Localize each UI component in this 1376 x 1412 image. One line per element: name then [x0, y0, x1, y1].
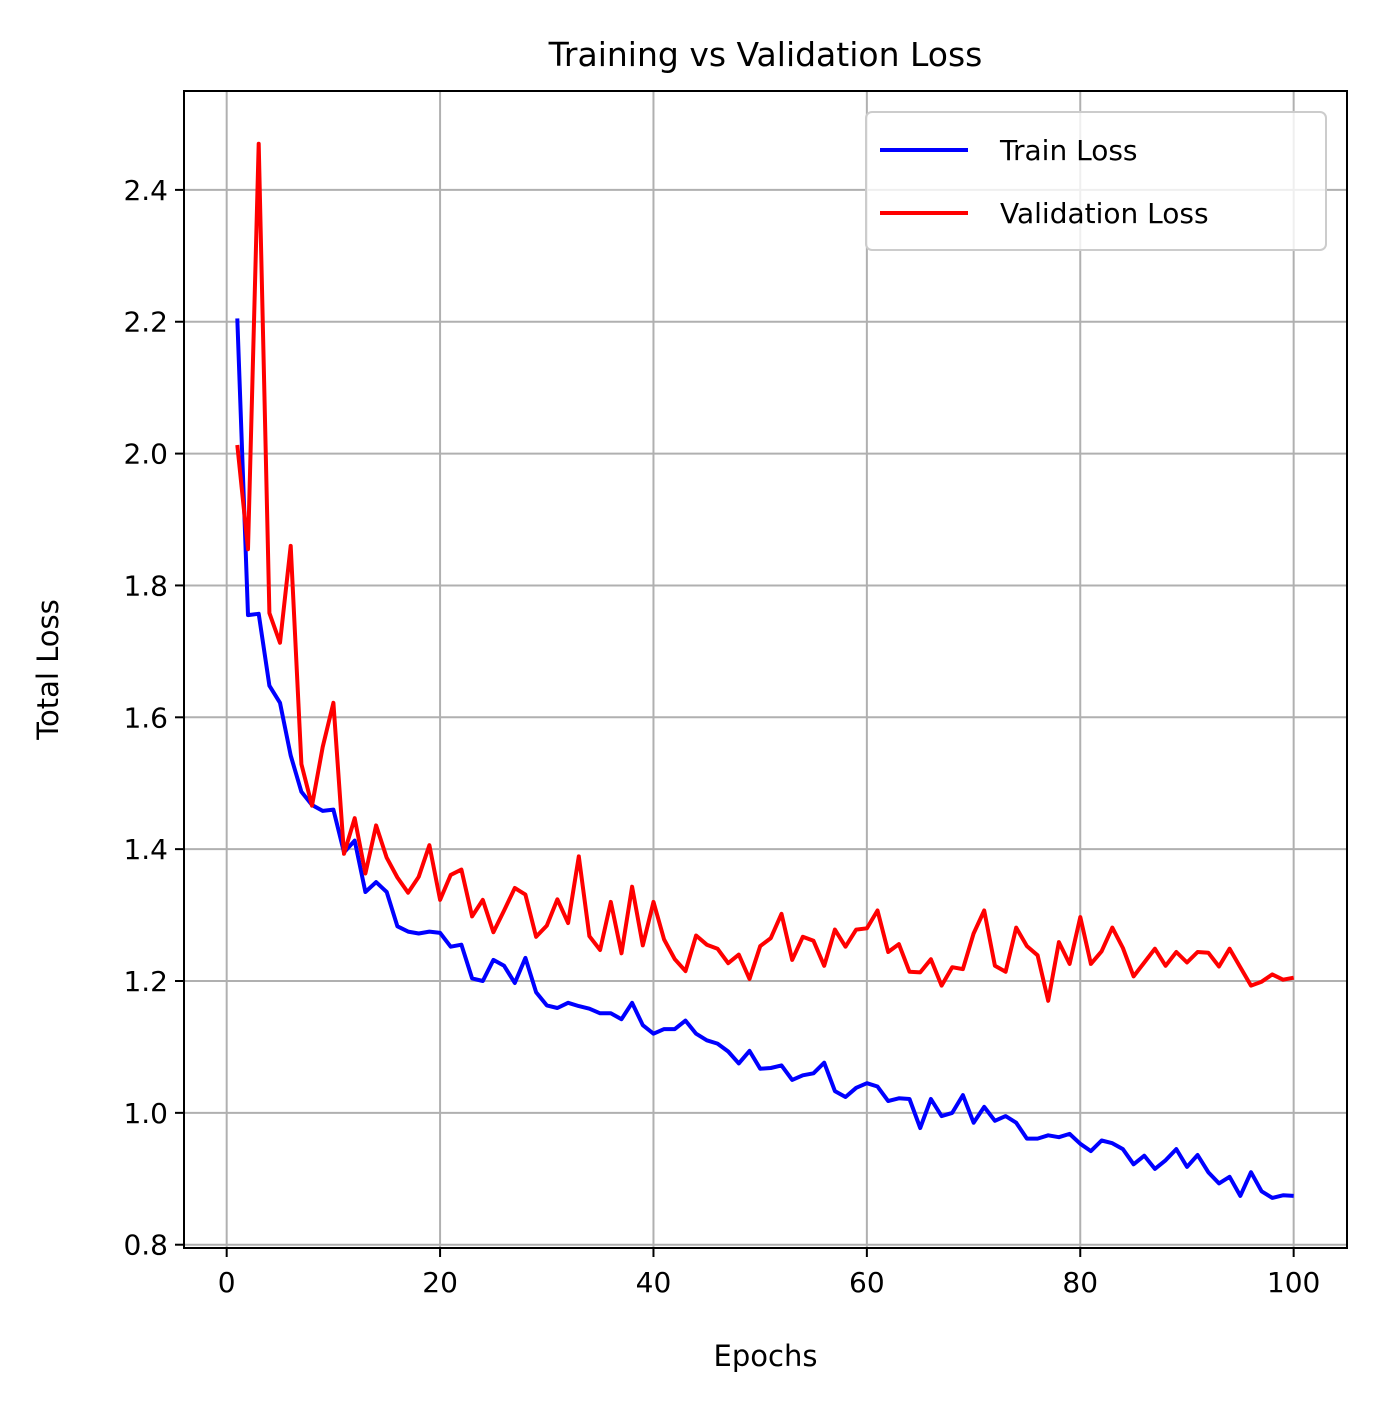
x-tick-label: 40 — [636, 1266, 672, 1299]
legend-box — [865, 111, 1327, 251]
x-tick-label: 0 — [218, 1266, 236, 1299]
y-tick-label: 1.8 — [123, 569, 168, 602]
axes-frame — [183, 90, 1348, 1249]
series-line-validation-loss — [235, 141, 1295, 1003]
x-tick-label: 20 — [422, 1266, 458, 1299]
y-tick-label: 1.2 — [123, 965, 168, 998]
series-line-train-loss — [235, 318, 1294, 1200]
y-tick-label: 1.6 — [123, 701, 168, 734]
legend-label-train-loss: Train Loss — [999, 134, 1138, 167]
series-lines — [235, 141, 1295, 1200]
y-tick-label: 0.8 — [123, 1229, 168, 1262]
y-axis-label: Total Loss — [31, 599, 65, 741]
axis-ticks: 0 20 40 60 80 100 0.8 1.0 1.2 1.4 1.6 1.8 2.0 2.2 2.4 — [123, 174, 1320, 1299]
y-tick-label: 1.4 — [123, 833, 168, 866]
chart-title: Training vs Validation Loss — [548, 35, 983, 74]
y-tick-label: 2.4 — [123, 174, 168, 207]
grid — [184, 91, 1347, 1248]
y-tick-label: 1.0 — [123, 1097, 168, 1130]
y-tick-label: 2.2 — [123, 306, 168, 339]
y-tick-label: 2.0 — [123, 438, 168, 471]
x-tick-label: 80 — [1062, 1266, 1098, 1299]
x-tick-label: 60 — [849, 1266, 885, 1299]
legend: Train Loss Validation Loss — [865, 111, 1327, 251]
x-axis-label: Epochs — [714, 1339, 818, 1373]
legend-label-validation-loss: Validation Loss — [1000, 197, 1209, 230]
x-tick-label: 100 — [1267, 1266, 1320, 1299]
